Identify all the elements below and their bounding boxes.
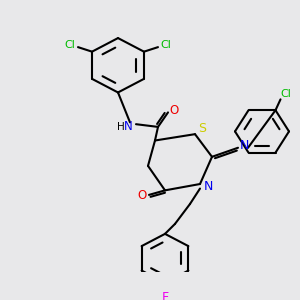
Text: N: N	[124, 120, 132, 134]
Text: Cl: Cl	[64, 40, 76, 50]
Text: Cl: Cl	[160, 40, 171, 50]
Text: N: N	[203, 180, 213, 193]
Text: N: N	[239, 140, 249, 152]
Text: F: F	[161, 291, 169, 300]
Text: Cl: Cl	[280, 89, 291, 99]
Text: H: H	[117, 122, 125, 132]
Text: S: S	[198, 122, 206, 135]
Text: O: O	[137, 189, 147, 202]
Text: O: O	[169, 104, 178, 117]
